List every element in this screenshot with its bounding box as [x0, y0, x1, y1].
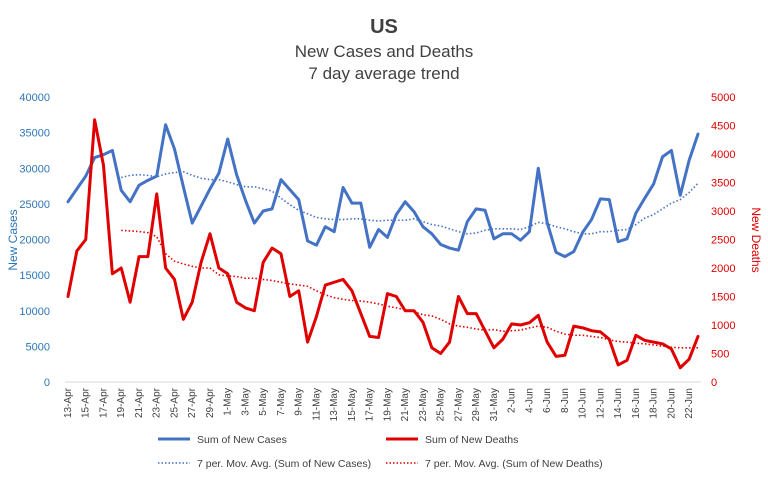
right-tick-label: 5000: [711, 92, 735, 104]
right-tick-label: 2000: [711, 263, 735, 275]
x-tick-label: 17-Apr: [98, 387, 109, 418]
right-axis-label: New Deaths: [749, 207, 763, 272]
x-tick-label: 12-Jun: [595, 388, 606, 419]
x-tick-label: 23-May: [418, 388, 429, 421]
x-tick-label: 15-Apr: [81, 387, 92, 418]
series-deaths-moving-average: [121, 229, 698, 349]
left-tick-label: 0: [44, 377, 50, 389]
x-tick-label: 16-Jun: [631, 388, 642, 419]
left-tick-label: 35000: [19, 128, 50, 140]
x-tick-label: 13-May: [329, 388, 340, 421]
series-new-deaths: [66, 118, 700, 370]
x-tick-label: 23-Apr: [152, 387, 163, 418]
left-tick-label: 20000: [19, 235, 50, 247]
left-tick-label: 30000: [19, 163, 50, 175]
series-layer: [66, 118, 700, 370]
x-tick-label: 31-May: [489, 388, 500, 421]
x-tick-label: 6-Jun: [542, 388, 553, 413]
right-tick-label: 3000: [711, 206, 735, 218]
right-tick-label: 1500: [711, 292, 735, 304]
x-tick-label: 25-May: [436, 388, 447, 421]
x-tick-label: 3-May: [240, 388, 251, 416]
x-tick-label: 29-May: [471, 388, 482, 421]
x-tick-label: 1-May: [223, 388, 234, 416]
x-tick-label: 27-Apr: [187, 387, 198, 418]
right-tick-label: 1000: [711, 320, 735, 332]
chart-subtitle-line-1: New Cases and Deaths: [295, 42, 474, 61]
x-tick-label: 9-May: [294, 388, 305, 416]
x-tick-label: 13-Apr: [63, 387, 74, 418]
x-tick-label: 10-Jun: [578, 388, 589, 419]
left-tick-label: 10000: [19, 306, 50, 318]
chart-subtitle-line-2: 7 day average trend: [308, 64, 459, 83]
x-tick-label: 27-May: [453, 388, 464, 421]
right-tick-label: 500: [711, 349, 729, 361]
left-tick-label: 25000: [19, 199, 50, 211]
legend-label-new-cases: Sum of New Cases: [197, 434, 287, 446]
series-new-cases: [66, 123, 700, 259]
left-tick-label: 15000: [19, 270, 50, 282]
legend-label-new-deaths: Sum of New Deaths: [425, 434, 518, 446]
left-tick-label: 5000: [26, 341, 50, 353]
x-tick-label: 11-May: [311, 388, 322, 421]
right-axis-ticks: 0 500 1000 1500 2000 2500 3000 3500 4000 4500 5000: [711, 92, 735, 389]
x-tick-label: 5-May: [258, 388, 269, 416]
x-tick-label: 17-May: [365, 388, 376, 421]
x-tick-label: 29-Apr: [205, 387, 216, 418]
right-tick-label: 0: [711, 377, 717, 389]
x-tick-label: 2-Jun: [507, 388, 518, 413]
x-tick-label: 15-May: [347, 388, 358, 421]
legend-label-cases-moving-average: 7 per. Mov. Avg. (Sum of New Cases): [197, 458, 371, 470]
legend: Sum of New Cases Sum of New Deaths 7 per…: [158, 434, 603, 470]
series-cases-moving-average: [121, 171, 699, 235]
left-axis-label: New Cases: [6, 209, 20, 270]
chart-title: US: [370, 16, 398, 38]
x-tick-label: 7-May: [276, 388, 287, 416]
left-tick-label: 40000: [19, 92, 50, 104]
x-tick-label: 14-Jun: [613, 388, 624, 419]
x-tick-label: 22-Jun: [684, 388, 695, 419]
x-tick-label: 4-Jun: [524, 388, 535, 413]
x-tick-label: 25-Apr: [169, 387, 180, 418]
right-tick-label: 4000: [711, 149, 735, 161]
left-axis-ticks: 0 5000 10000 15000 20000 25000 30000 35000 40000: [19, 92, 50, 389]
right-tick-label: 4500: [711, 121, 735, 133]
x-tick-label: 19-Apr: [116, 387, 127, 418]
legend-label-deaths-moving-average: 7 per. Mov. Avg. (Sum of New Deaths): [425, 458, 603, 470]
x-tick-label: 8-Jun: [560, 388, 571, 413]
x-tick-label: 21-May: [400, 388, 411, 421]
x-tick-label: 18-Jun: [649, 388, 660, 419]
right-tick-label: 3500: [711, 178, 735, 190]
x-tick-label: 20-Jun: [666, 388, 677, 419]
right-tick-label: 2500: [711, 235, 735, 247]
x-tick-label: 21-Apr: [134, 387, 145, 418]
x-axis-ticks: 13-Apr 15-Apr 17-Apr 19-Apr 21-Apr 23-Apr 25-A…: [63, 387, 695, 421]
x-tick-label: 19-May: [382, 388, 393, 421]
